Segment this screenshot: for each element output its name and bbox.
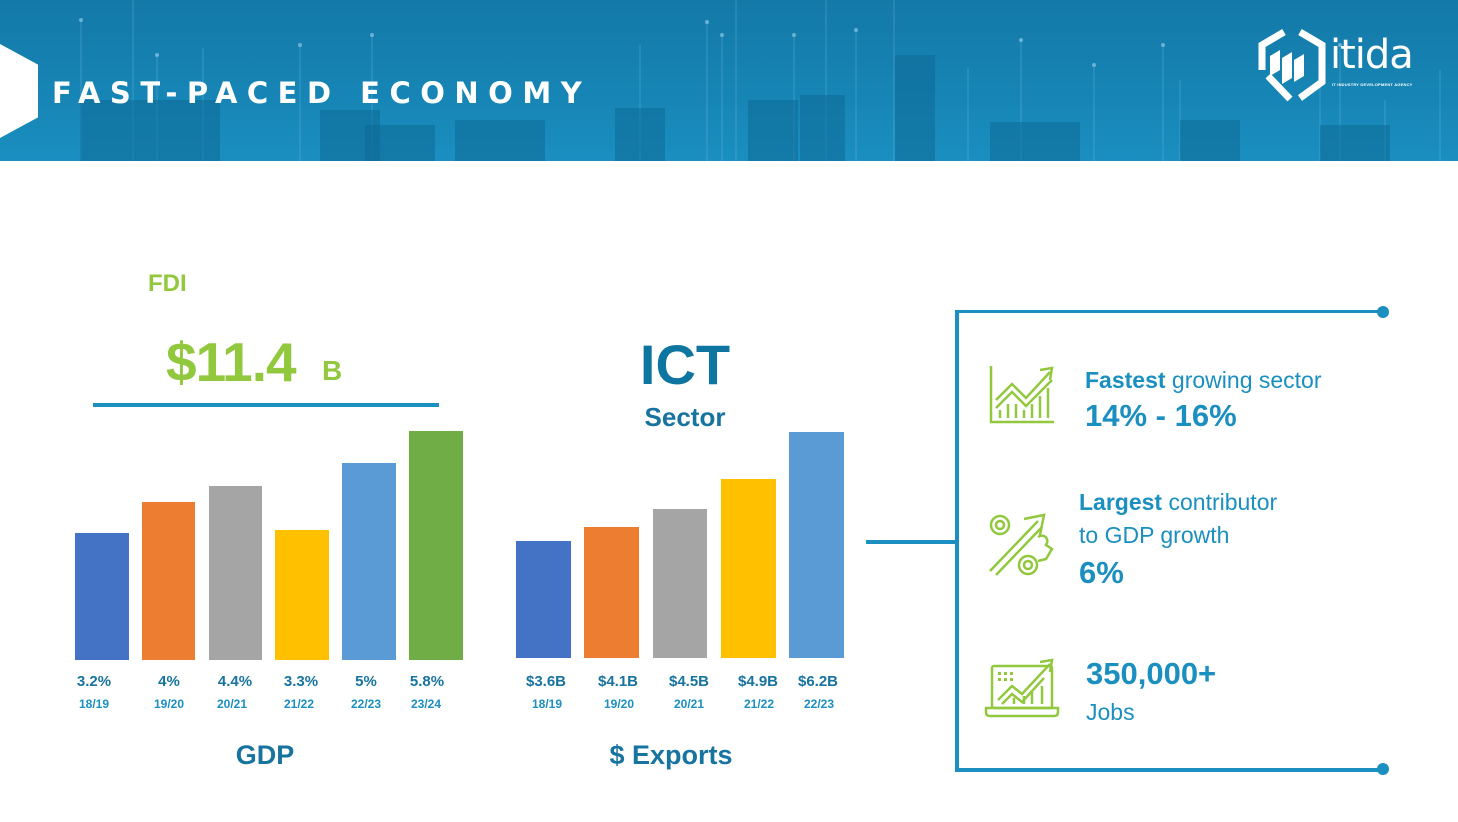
gdp-value-label: 3.3%	[283, 673, 319, 690]
gdp-value-label: 4.4%	[217, 673, 253, 690]
exports-value-label: $4.5B	[668, 673, 710, 690]
stat-fastest-text: growing sector	[1165, 367, 1322, 393]
gdp-category-label: 23/24	[410, 697, 442, 711]
gdp-bar-23-24	[409, 431, 463, 660]
exports-bar-21-22	[721, 479, 776, 658]
city-skyline-background	[79, 0, 1441, 161]
laptop-growth-icon	[984, 658, 1060, 718]
exports-category-label: 22/23	[803, 697, 835, 711]
stat-largest-label-line2: to GDP growth	[1079, 522, 1230, 548]
bracket-dot-bottom	[1377, 763, 1389, 775]
exports-value-label: $4.9B	[737, 673, 779, 690]
gdp-category-label: 21/22	[283, 697, 315, 711]
growth-chart-icon	[989, 366, 1054, 424]
ict-subtitle: Sector	[644, 402, 726, 432]
gdp-category-label: 22/23	[350, 697, 382, 711]
exports-category-label: 21/22	[743, 697, 775, 711]
exports-bar-22-23	[789, 432, 844, 658]
exports-bar-18-19	[516, 541, 571, 658]
bracket-connector-line	[866, 540, 958, 544]
exports-chart-title: $ Exports	[609, 740, 733, 770]
gdp-bar-22-23	[342, 463, 396, 660]
bracket-top-line	[955, 310, 1383, 313]
fdi-unit: B	[322, 355, 343, 386]
gdp-value-label: 5%	[355, 673, 377, 690]
percent-growth-icon	[989, 513, 1054, 576]
gdp-category-label: 20/21	[216, 697, 248, 711]
fdi-value: $11.4	[166, 331, 297, 393]
exports-category-label: 18/19	[531, 697, 563, 711]
gdp-bar-20-21	[209, 486, 262, 660]
gdp-bar-19-20	[142, 502, 195, 660]
gdp-value-label: 4%	[158, 673, 180, 690]
exports-value-label: $3.6B	[525, 673, 567, 690]
bracket-vertical-line	[955, 310, 959, 771]
gdp-value-label: 3.2%	[76, 673, 112, 690]
exports-category-label: 20/21	[673, 697, 705, 711]
gdp-bar-21-22	[275, 530, 329, 660]
exports-bar-19-20	[584, 527, 639, 658]
exports-value-label: $6.2B	[797, 673, 839, 690]
gdp-bar-18-19	[75, 533, 129, 660]
logo-tagline: IT INDUSTRY DEVELOPMENT AGENCY	[1332, 82, 1413, 87]
stat-fastest-value: 14% - 16%	[1085, 398, 1237, 433]
itida-logo-mark-icon	[1258, 28, 1326, 102]
stat-jobs-value: 350,000+	[1086, 656, 1217, 691]
stat-fastest-bold: Fastest	[1085, 367, 1166, 393]
ict-title: ICT	[639, 333, 731, 396]
stat-jobs-label: Jobs	[1086, 699, 1135, 725]
gdp-category-label: 18/19	[78, 697, 110, 711]
itida-logo: itida IT INDUSTRY DEVELOPMENT AGENCY	[1256, 26, 1416, 106]
exports-value-label: $4.1B	[597, 673, 639, 690]
exports-bar-20-21	[653, 509, 707, 658]
fdi-divider	[93, 403, 439, 407]
gdp-chart-title: GDP	[235, 740, 295, 770]
stat-largest-bold: Largest	[1079, 489, 1163, 515]
header-banner: FAST-PACED ECONOMY itida IT INDUSTRY DEV…	[0, 0, 1458, 161]
bracket-dot-top	[1377, 306, 1389, 318]
gdp-category-label: 19/20	[153, 697, 185, 711]
stat-largest-text: contributor	[1162, 489, 1278, 515]
logo-wordmark: itida	[1330, 32, 1414, 78]
stat-largest-value: 6%	[1079, 555, 1124, 590]
stat-largest-label: Largest contributor	[1079, 489, 1277, 516]
exports-category-label: 19/20	[603, 697, 635, 711]
page-title: FAST-PACED ECONOMY	[52, 76, 592, 110]
fdi-label: FDI	[148, 270, 187, 297]
bracket-bottom-line	[955, 768, 1383, 772]
stat-fastest-label: Fastest growing sector	[1085, 367, 1322, 394]
gdp-value-label: 5.8%	[409, 673, 445, 690]
